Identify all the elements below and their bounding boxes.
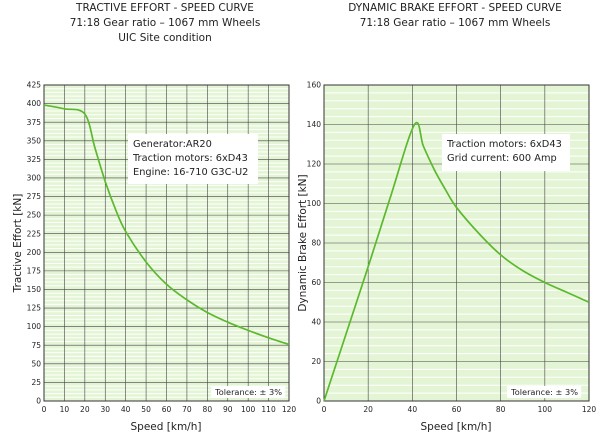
x-tick-label: 20 bbox=[80, 405, 90, 414]
x-tick-label: 70 bbox=[182, 405, 192, 414]
y-tick-label: 0 bbox=[36, 397, 41, 406]
title-line: 71:18 Gear ratio – 1067 mm Wheels bbox=[359, 17, 551, 29]
y-tick-label: 40 bbox=[311, 318, 321, 327]
y-tick-label: 25 bbox=[31, 378, 41, 387]
y-tick-label: 20 bbox=[311, 357, 321, 366]
y-tick-label: 140 bbox=[307, 120, 322, 129]
y-tick-label: 425 bbox=[27, 81, 42, 90]
x-tick-label: 20 bbox=[363, 405, 373, 414]
info-box bbox=[442, 134, 570, 171]
y-tick-label: 100 bbox=[307, 199, 322, 208]
x-tick-label: 80 bbox=[496, 405, 506, 414]
info-box-line: Grid current: 600 Amp bbox=[447, 153, 557, 164]
y-tick-label: 350 bbox=[27, 136, 42, 145]
y-axis-label: Dynamic Brake Effort [kN] bbox=[297, 174, 309, 311]
y-tick-label: 160 bbox=[307, 81, 322, 90]
x-axis-label: Speed [km/h] bbox=[421, 421, 492, 433]
tolerance-note-bg bbox=[211, 386, 286, 398]
y-tick-label: 80 bbox=[311, 239, 321, 248]
chart-title-tractive: TRACTIVE EFFORT - SPEED CURVE 71:18 Gear… bbox=[20, 1, 310, 46]
x-axis-label: Speed [km/h] bbox=[131, 421, 202, 433]
y-tick-label: 50 bbox=[31, 359, 41, 368]
plot-frame bbox=[323, 84, 590, 402]
title-line: UIC Site condition bbox=[118, 32, 212, 44]
y-tick-label: 300 bbox=[27, 174, 42, 183]
info-box bbox=[128, 134, 258, 184]
title-line: DYNAMIC BRAKE EFFORT - SPEED CURVE bbox=[348, 2, 562, 14]
series-line bbox=[43, 104, 290, 346]
x-tick-label: 60 bbox=[452, 405, 462, 414]
info-box-line: Traction motors: 6xD43 bbox=[132, 153, 248, 164]
tolerance-note: Tolerance: ± 3% bbox=[510, 387, 578, 397]
x-tick-label: 0 bbox=[42, 405, 47, 414]
info-box-line: Engine: 16-710 G3C-U2 bbox=[133, 167, 248, 178]
info-box-line: Generator:AR20 bbox=[133, 139, 212, 150]
y-tick-label: 175 bbox=[27, 266, 42, 275]
y-tick-label: 200 bbox=[27, 248, 42, 257]
x-tick-label: 40 bbox=[408, 405, 418, 414]
x-tick-label: 80 bbox=[203, 405, 213, 414]
x-tick-label: 0 bbox=[322, 405, 327, 414]
x-tick-label: 40 bbox=[121, 405, 131, 414]
x-tick-label: 60 bbox=[162, 405, 172, 414]
y-axis-label: Tractive Effort [kN] bbox=[12, 194, 24, 294]
y-tick-label: 375 bbox=[27, 118, 42, 127]
y-tick-label: 125 bbox=[27, 304, 42, 313]
y-tick-label: 150 bbox=[27, 285, 42, 294]
y-tick-label: 100 bbox=[27, 322, 42, 331]
x-tick-label: 120 bbox=[282, 405, 297, 414]
info-box-line: Traction motors: 6xD43 bbox=[446, 139, 562, 150]
title-line: TRACTIVE EFFORT - SPEED CURVE bbox=[76, 2, 254, 14]
y-tick-label: 325 bbox=[27, 155, 42, 164]
chart-title-dynamic-brake: DYNAMIC BRAKE EFFORT - SPEED CURVE 71:18… bbox=[315, 1, 595, 31]
x-tick-label: 110 bbox=[261, 405, 276, 414]
tolerance-note-bg bbox=[507, 386, 582, 398]
y-tick-label: 225 bbox=[27, 229, 42, 238]
x-tick-label: 30 bbox=[100, 405, 110, 414]
x-tick-label: 90 bbox=[223, 405, 233, 414]
tolerance-note: Tolerance: ± 3% bbox=[214, 387, 282, 397]
y-tick-label: 250 bbox=[27, 211, 42, 220]
title-line: 71:18 Gear ratio – 1067 mm Wheels bbox=[69, 17, 261, 29]
x-tick-label: 120 bbox=[582, 405, 597, 414]
y-tick-label: 275 bbox=[27, 192, 42, 201]
y-tick-label: 0 bbox=[316, 397, 321, 406]
plot-frame bbox=[43, 84, 290, 402]
x-tick-label: 100 bbox=[241, 405, 256, 414]
series-line bbox=[323, 121, 590, 402]
x-tick-label: 50 bbox=[141, 405, 151, 414]
y-tick-label: 120 bbox=[307, 160, 322, 169]
x-tick-label: 100 bbox=[538, 405, 553, 414]
y-tick-label: 75 bbox=[31, 341, 41, 350]
y-tick-label: 60 bbox=[311, 278, 321, 287]
x-tick-label: 10 bbox=[60, 405, 70, 414]
y-tick-label: 400 bbox=[27, 99, 42, 108]
